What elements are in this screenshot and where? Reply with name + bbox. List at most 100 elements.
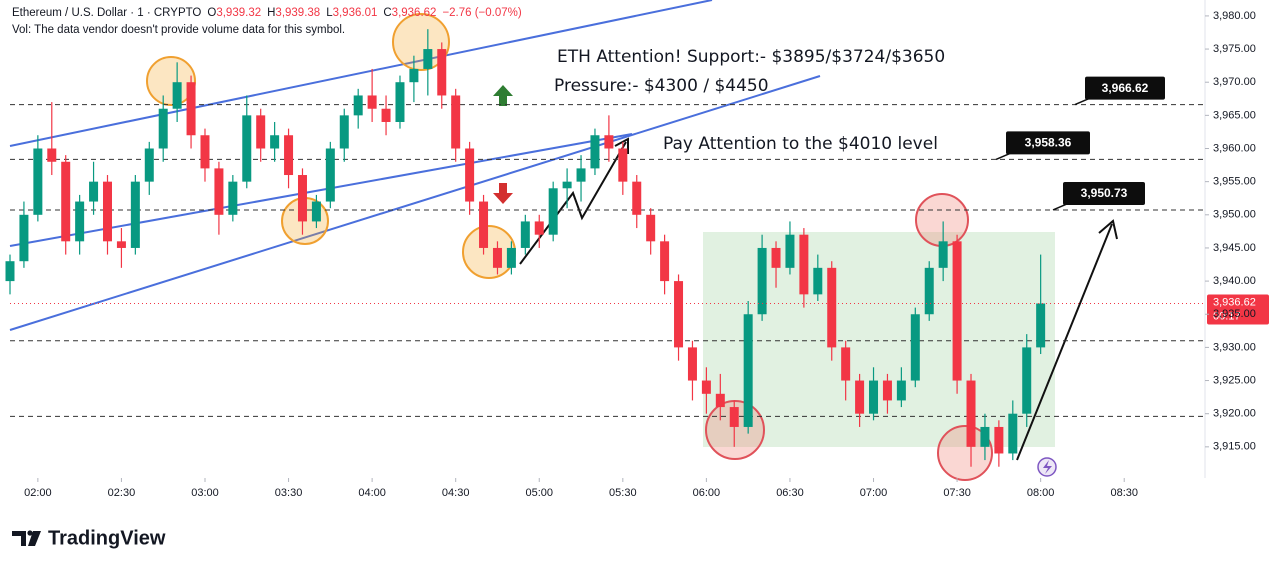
ohlc-value: 3,936.62 <box>392 7 437 19</box>
candle-body <box>130 181 140 248</box>
overlay: 3,936.62 00:17 <box>10 294 1269 325</box>
y-tick-label: 3,950.00 <box>1213 209 1256 221</box>
candle-body <box>284 135 294 176</box>
candle-body <box>729 407 739 427</box>
candle-body <box>980 426 990 447</box>
x-tick-label: 04:00 <box>358 487 386 499</box>
arrow-head <box>1098 219 1118 240</box>
brand-logo: TradingView <box>12 527 166 549</box>
candle-body <box>813 267 823 295</box>
highlight-circle <box>915 193 969 247</box>
candle-body <box>479 201 489 248</box>
candle-body <box>47 148 57 162</box>
candle-body <box>19 214 29 262</box>
level-callout-label: 3,958.36 <box>1025 136 1072 150</box>
candle-body <box>89 181 99 202</box>
candle-body <box>938 241 948 268</box>
candle-body <box>687 347 697 381</box>
candle-body <box>646 214 656 242</box>
x-tick-label: 03:30 <box>275 487 303 499</box>
candle-body <box>61 161 71 242</box>
candle-body <box>1008 413 1018 454</box>
y-tick-label: 3,930.00 <box>1213 341 1256 353</box>
level-callout <box>1006 131 1090 155</box>
symbol: Ethereum / U.S. Dollar · 1 · CRYPTO <box>12 7 201 19</box>
channel-line <box>9 0 713 147</box>
x-tick-label: 02:00 <box>24 487 52 499</box>
candle-body <box>395 82 405 122</box>
level-callout-label: 3,966.62 <box>1102 81 1149 95</box>
candle-body <box>311 201 321 222</box>
candle-body <box>966 380 976 447</box>
logo-mark <box>27 530 33 536</box>
x-tick-label: 07:00 <box>860 487 888 499</box>
candle-body <box>339 115 349 149</box>
candle-body <box>994 426 1004 454</box>
x-tick-label: 06:00 <box>693 487 721 499</box>
candle-body <box>924 267 934 315</box>
levels: 3,966.62 3,958.36 3,950.73 <box>10 76 1205 417</box>
y-tick-label: 3,925.00 <box>1213 374 1256 386</box>
candle-body <box>116 241 126 248</box>
candle-body <box>256 115 266 149</box>
last-price-label: 3,936.62 <box>1213 296 1256 308</box>
candle-body <box>437 49 447 96</box>
candle-body <box>158 108 168 149</box>
candle-body <box>548 188 558 235</box>
candle-body <box>381 108 391 122</box>
level-callout <box>1063 181 1145 205</box>
y-tick-label: 3,940.00 <box>1213 275 1256 287</box>
highlight-circle <box>937 425 993 481</box>
level-callout-label: 3,950.73 <box>1081 186 1128 200</box>
ohlc-value: 3,936.01 <box>333 7 378 19</box>
candle-body <box>896 380 906 401</box>
ohlc-value: 3,939.32 <box>216 7 261 19</box>
candle-body <box>590 135 600 169</box>
level-callout-tail <box>1074 97 1090 106</box>
candle-body <box>743 314 753 427</box>
candle-body <box>576 168 586 182</box>
x-tick-label: 05:30 <box>609 487 637 499</box>
candle-body <box>952 241 962 381</box>
candle-body <box>325 148 335 202</box>
candle-body <box>297 175 307 222</box>
highlight-circle <box>392 13 450 71</box>
candle-body <box>144 148 154 182</box>
candle-body <box>409 68 419 83</box>
ohlc-key: O <box>207 7 216 19</box>
candle-body <box>5 261 15 282</box>
x-tick-label: 02:30 <box>108 487 136 499</box>
y-tick-label: 3,980.00 <box>1213 10 1256 22</box>
candle-body <box>102 181 112 242</box>
candle-body <box>660 241 670 282</box>
candle-body <box>701 380 711 394</box>
candle-body <box>785 234 795 268</box>
candle-body <box>242 115 252 182</box>
candle-body <box>465 148 475 202</box>
annotation: Pay Attention to the $4010 level <box>663 134 938 154</box>
ohlc-value: 3,939.38 <box>275 7 320 19</box>
zigzag-path <box>519 141 627 265</box>
candle-body <box>910 314 920 381</box>
change: −2.76 (−0.07%) <box>442 7 521 19</box>
ohlc-key: L <box>326 7 333 19</box>
axes: 3,915.00 3,920.00 3,925.00 3,930.00 3,935.00… <box>24 0 1256 499</box>
last-price-countdown: 00:17 <box>1213 310 1241 322</box>
candle-body <box>367 95 377 109</box>
level-callout-tail <box>995 152 1011 161</box>
up-arrow <box>493 85 513 106</box>
candle-body <box>172 82 182 109</box>
candle-body <box>520 221 530 248</box>
y-tick-label: 3,965.00 <box>1213 109 1256 121</box>
candle-body <box>882 380 892 401</box>
candle-body <box>771 247 781 268</box>
candle-body <box>674 281 684 348</box>
candle-body <box>214 168 224 215</box>
candle-body <box>604 135 614 149</box>
candle-body <box>534 221 544 235</box>
candle-body <box>757 247 767 315</box>
candle-body <box>270 135 280 149</box>
y-tick-label: 3,970.00 <box>1213 76 1256 88</box>
replay-icon-bolt <box>1043 460 1052 474</box>
x-tick-label: 06:30 <box>776 487 804 499</box>
